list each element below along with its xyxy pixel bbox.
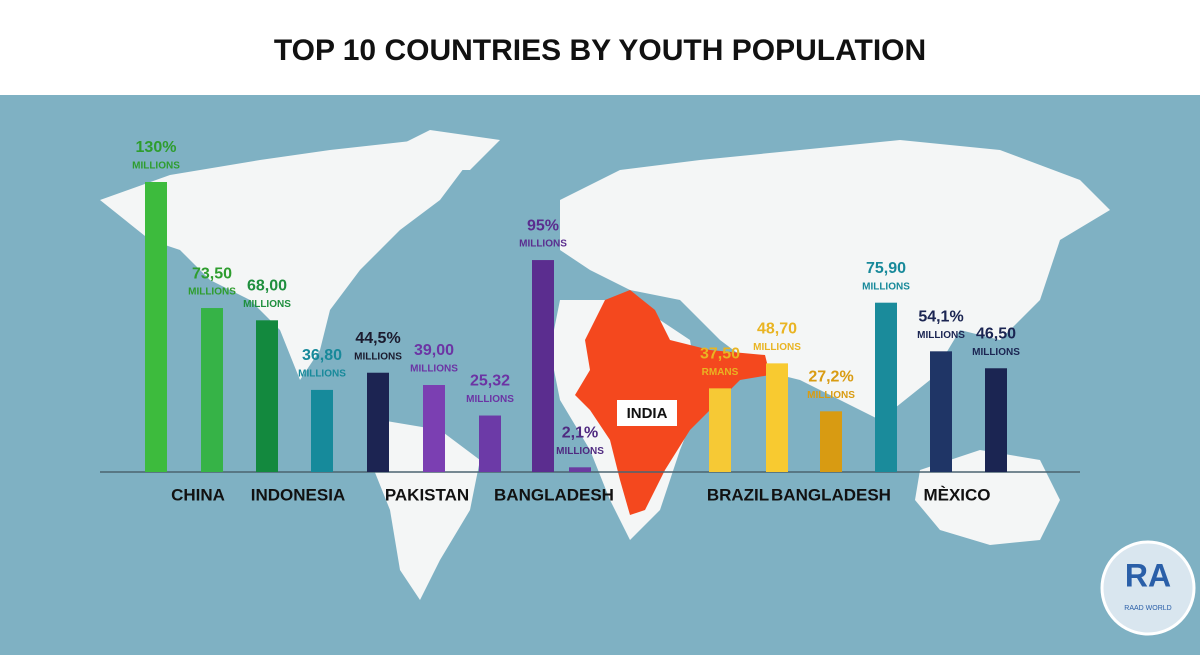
value-label: 46,50 bbox=[976, 325, 1016, 342]
unit-label: MILLIONS bbox=[519, 239, 567, 250]
bar bbox=[532, 260, 554, 472]
unit-label: MILLIONS bbox=[354, 351, 402, 362]
value-label: 37,50 bbox=[700, 346, 740, 363]
unit-label: MILLIONS bbox=[298, 369, 346, 380]
value-label: 2,1% bbox=[562, 425, 598, 442]
unit-label: MILLIONS bbox=[556, 446, 604, 457]
continents bbox=[100, 130, 1110, 600]
unit-label: MILLIONS bbox=[466, 394, 514, 405]
value-label: 130% bbox=[136, 139, 177, 156]
india-label-box bbox=[617, 400, 677, 426]
bar bbox=[479, 415, 501, 472]
country-label: INDONESIA bbox=[251, 485, 345, 504]
bar bbox=[145, 182, 167, 472]
north-america bbox=[100, 140, 470, 380]
australia bbox=[915, 450, 1060, 545]
logo-circle bbox=[1100, 540, 1196, 636]
unit-label: MILLIONS bbox=[807, 390, 855, 401]
unit-label: MILLIONS bbox=[188, 287, 236, 298]
unit-label: MILLIONS bbox=[972, 347, 1020, 358]
value-label: 39,00 bbox=[414, 342, 454, 359]
value-label: 68,00 bbox=[247, 278, 287, 295]
unit-label: MILLIONS bbox=[862, 281, 910, 292]
unit-label: MILLIONS bbox=[753, 342, 801, 353]
value-label: 75,90 bbox=[866, 260, 906, 277]
value-label: 73,50 bbox=[192, 265, 232, 282]
bar bbox=[256, 320, 278, 472]
bar bbox=[875, 302, 897, 472]
country-label: BRAZIL bbox=[707, 485, 769, 504]
country-label: MÈXICO bbox=[923, 485, 990, 504]
bar bbox=[367, 372, 389, 472]
value-label: 27,2% bbox=[808, 369, 853, 386]
header bbox=[0, 0, 1200, 95]
south-america bbox=[370, 420, 480, 600]
country-label: CHINA bbox=[171, 485, 225, 504]
logo: RA RAAD WORLD bbox=[1100, 540, 1196, 636]
country-label: BANGLADESH bbox=[494, 485, 614, 504]
map-label: INDIA bbox=[627, 405, 668, 422]
bar bbox=[569, 467, 591, 472]
value-label: 25,32 bbox=[470, 373, 510, 390]
bar bbox=[985, 368, 1007, 472]
unit-label: MILLIONS bbox=[410, 364, 458, 375]
logo-caption: RAAD WORLD bbox=[1124, 605, 1171, 612]
logo-text: RA bbox=[1125, 557, 1171, 593]
bar bbox=[709, 388, 731, 472]
eurasia bbox=[560, 140, 1110, 420]
unit-label: MILLIONS bbox=[132, 161, 180, 172]
bar bbox=[930, 351, 952, 472]
bar bbox=[766, 363, 788, 472]
bar bbox=[311, 389, 333, 472]
unit-label: MILLIONS bbox=[917, 330, 965, 341]
value-label: 95% bbox=[527, 217, 559, 234]
bar bbox=[201, 308, 223, 472]
chart-title: TOP 10 COUNTRIES BY YOUTH POPULATION bbox=[274, 34, 926, 67]
value-label: 44,5% bbox=[355, 330, 400, 347]
bar bbox=[820, 411, 842, 472]
value-label: 36,80 bbox=[302, 347, 342, 364]
value-label: 48,70 bbox=[757, 321, 797, 338]
value-label: 54,1% bbox=[918, 309, 963, 326]
greenland bbox=[370, 130, 500, 170]
country-label: BANGLADESH bbox=[771, 485, 891, 504]
bar bbox=[423, 385, 445, 472]
country-label: PAKISTAN bbox=[385, 485, 469, 504]
unit-label: MILLIONS bbox=[243, 299, 291, 310]
unit-label: RMANS bbox=[702, 367, 739, 378]
